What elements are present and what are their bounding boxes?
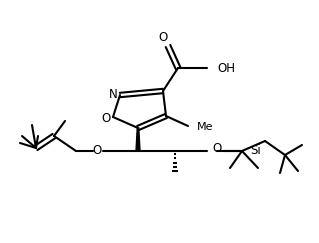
Text: Me: Me (197, 122, 213, 132)
Text: N: N (109, 87, 117, 101)
Text: O: O (101, 113, 111, 125)
Text: OH: OH (217, 61, 235, 75)
Text: O: O (212, 142, 221, 156)
Text: Si: Si (250, 144, 261, 156)
Polygon shape (136, 128, 140, 151)
Text: O: O (158, 32, 167, 44)
Text: O: O (93, 144, 102, 156)
